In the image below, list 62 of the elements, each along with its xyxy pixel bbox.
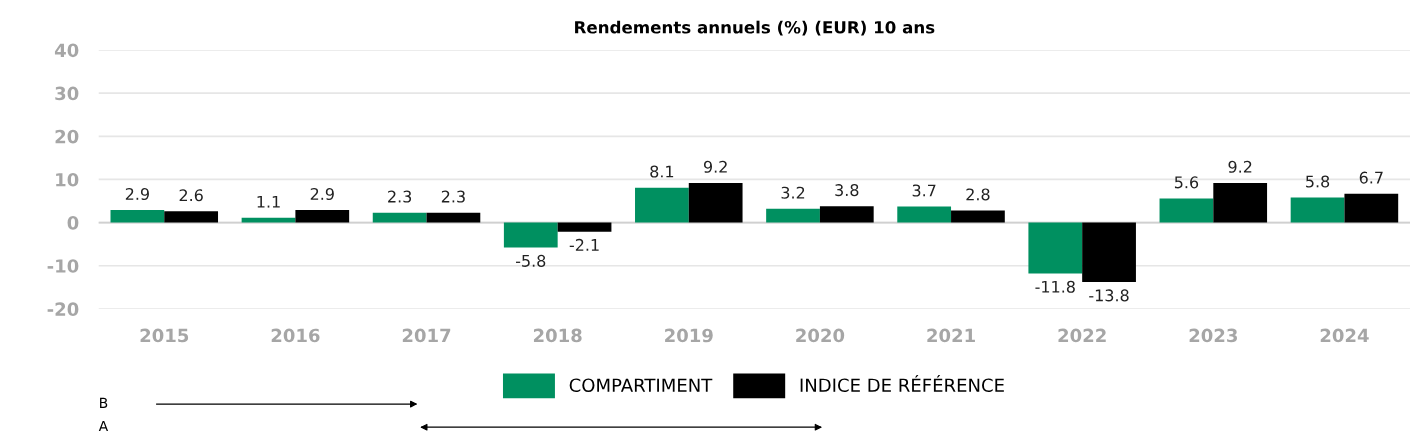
data-label: 3.8 [835,184,859,197]
x-tick-label: 2024 [1320,328,1369,343]
x-tick-label: 2023 [1189,328,1237,343]
x-tick-label: 2019 [665,328,713,343]
y-tick-label: 20 [55,129,79,144]
bar [1213,182,1268,223]
data-label: -2.1 [569,238,599,251]
bar [164,211,219,223]
x-tick-label: 2018 [533,328,582,343]
data-label: 2.6 [179,189,203,202]
data-label: 2.9 [310,187,334,201]
data-label: 9.2 [703,160,727,173]
x-tick-label: 2020 [796,328,845,343]
data-label: 6.7 [1359,171,1383,184]
bar [1082,222,1136,283]
data-label: 2.9 [125,187,149,201]
chart-title: Rendements annuels (%) (EUR) 10 ans [575,20,935,36]
data-label: 3.2 [781,186,805,199]
bar [1290,197,1345,223]
legend-label: COMPARTIMENT [569,378,713,393]
y-tick-label: 30 [55,86,79,101]
x-tick-label: 2016 [271,328,320,343]
data-label: 2.3 [388,190,412,203]
y-tick-label: -10 [47,259,79,273]
data-label: 1.1 [257,195,280,208]
text: A [98,420,109,431]
bar [1028,222,1083,274]
data-label: 5.8 [1306,175,1330,188]
x-tick-label: 2022 [1058,328,1106,343]
bar [372,212,427,223]
data-label: 8.1 [650,165,674,178]
bar [1344,193,1399,223]
data-label: 9.2 [1228,160,1252,173]
legend-label: INDICE DE RÉFÉRENCE [800,375,1004,393]
data-label: -11.8 [1035,280,1075,293]
x-tick-label: 2015 [140,328,189,343]
data-label: 5.6 [1174,176,1199,189]
bar [557,222,612,232]
bar [766,208,820,223]
bar [241,217,296,223]
bar [426,212,481,223]
bar [110,210,165,223]
data-label: 2.3 [441,190,465,203]
y-tick-label: 10 [56,172,79,187]
y-tick-label: 40 [54,43,79,58]
data-label: -13.8 [1089,289,1129,302]
bar [819,206,874,223]
bar [635,187,689,223]
bar [688,182,743,223]
bar [1159,198,1214,223]
bar [295,210,350,223]
text: B [100,397,108,408]
bar [951,210,1005,223]
y-tick-label: 0 [67,216,79,230]
data-label: 3.7 [912,184,936,197]
bar [503,222,558,248]
x-tick-label: 2017 [402,328,451,343]
data-label: 2.8 [966,188,990,201]
data-label: -5.8 [515,254,546,267]
bar [897,206,952,223]
x-tick-label: 2021 [927,328,975,343]
y-tick-label: -20 [47,302,79,316]
